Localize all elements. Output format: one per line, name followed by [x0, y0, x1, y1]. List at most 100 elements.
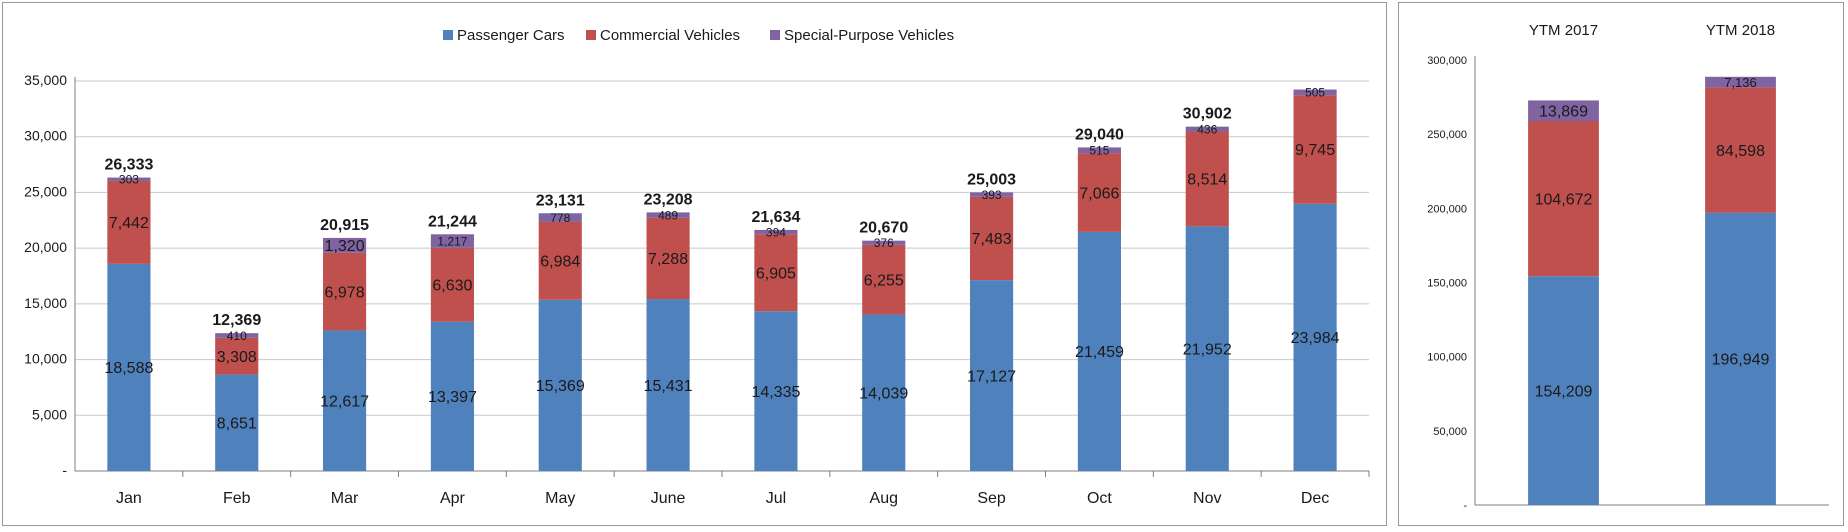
- bar-segment: [754, 311, 798, 471]
- x-category-label: YTM 2018: [1706, 22, 1775, 39]
- legend-passenger-cars-label: Passenger Cars: [457, 27, 565, 44]
- x-category-label: Dec: [1301, 490, 1329, 507]
- monthly-sales-chart-panel: - 5,000 10,000 15,000 20,000 25,000 30,000 35,0…: [2, 2, 1387, 526]
- bar-total-label: 29,040: [1075, 126, 1124, 143]
- bar-value-label: 6,905: [756, 266, 796, 283]
- bar-value-label: 394: [766, 225, 786, 239]
- x-category-label: YTM 2017: [1529, 22, 1598, 39]
- bar-value-label: 7,483: [972, 231, 1012, 248]
- y-tick-label: 300,000: [1427, 55, 1467, 67]
- bar-value-label: 15,369: [536, 378, 585, 395]
- bar-value-label: 8,514: [1187, 172, 1227, 189]
- bar-value-label: 15,431: [644, 378, 693, 395]
- bar-segment: [107, 180, 151, 264]
- x-category-label: Aug: [870, 490, 898, 507]
- bar-value-label: 3,308: [217, 349, 257, 366]
- bar-segment: [538, 299, 582, 471]
- legend-commercial-vehicles-label: Commercial Vehicles: [600, 27, 740, 44]
- bar-segment: [107, 263, 151, 471]
- bar-segment: [862, 314, 906, 471]
- bar-value-label: 18,588: [104, 360, 153, 377]
- bar-segment: [862, 244, 906, 315]
- bar-value-label: 23,984: [1291, 330, 1340, 347]
- bar-value-label: 515: [1089, 144, 1109, 158]
- bar-segment: [754, 234, 798, 312]
- ytm-stacked-bar-chart: - 50,000 100,000 150,000 200,000 250,000 300,0…: [1427, 22, 1829, 512]
- legend-special-purpose-vehicles-label: Special-Purpose Vehicles: [784, 27, 954, 44]
- bar-segment: [430, 234, 474, 248]
- bar-value-label: 410: [227, 329, 247, 343]
- bar-value-label: 376: [874, 236, 894, 250]
- bar-segment: [323, 237, 367, 253]
- bar-value-label: 13,869: [1539, 103, 1588, 120]
- bar-value-label: 7,442: [109, 215, 149, 232]
- bar-segment: [970, 280, 1014, 471]
- bar-value-label: 436: [1197, 122, 1217, 136]
- y-tick-label: 50,000: [1433, 426, 1467, 438]
- bar-segment: [646, 212, 690, 218]
- bar-segment: [1077, 231, 1121, 471]
- bar-segment: [862, 240, 906, 245]
- y-tick-label: 100,000: [1427, 352, 1467, 364]
- x-category-label: Mar: [331, 490, 359, 507]
- bar-value-label: 1,320: [325, 238, 365, 255]
- y-tick-label: 20,000: [24, 239, 67, 255]
- bar-total-label: 23,131: [536, 192, 585, 209]
- y-tick-label: 5,000: [32, 406, 67, 422]
- bar-value-label: 14,039: [859, 386, 908, 403]
- bar-total-label: 25,003: [967, 171, 1016, 188]
- bar-segment: [323, 330, 367, 471]
- bar-total-label: 26,333: [104, 157, 153, 174]
- y-tick-label: 150,000: [1427, 278, 1467, 290]
- bar-segment: [215, 333, 259, 338]
- y-tick-label: 35,000: [24, 72, 67, 88]
- bar-segment: [1705, 87, 1776, 213]
- bar-value-label: 21,459: [1075, 344, 1124, 361]
- legend-passenger-cars-swatch: [443, 30, 453, 40]
- bar-total-label: 30,902: [1183, 106, 1232, 123]
- y-tick-label: 15,000: [24, 295, 67, 311]
- x-category-label: Jul: [766, 490, 786, 507]
- bar-value-label: 8,651: [217, 416, 257, 433]
- bar-value-label: 1,217: [437, 234, 467, 248]
- bar-value-label: 104,672: [1535, 191, 1593, 208]
- bar-value-label: 7,136: [1724, 75, 1757, 90]
- bar-value-label: 6,984: [540, 254, 580, 271]
- bar-segment: [970, 192, 1014, 197]
- y-tick-label: 10,000: [24, 351, 67, 367]
- bar-segment: [1077, 153, 1121, 232]
- bar-segment: [646, 217, 690, 300]
- bar-total-label: 23,208: [644, 191, 693, 208]
- bar-segment: [1293, 89, 1337, 96]
- bar-segment: [1293, 203, 1337, 472]
- bar-value-label: 6,255: [864, 272, 904, 289]
- bar-segment: [323, 252, 367, 331]
- bar-value-label: 196,949: [1712, 352, 1770, 369]
- bar-value-label: 14,335: [751, 384, 800, 401]
- bar-segment: [970, 196, 1014, 281]
- x-category-label: Apr: [440, 490, 466, 507]
- bar-segment: [1528, 120, 1599, 277]
- bar-value-label: 12,617: [320, 393, 369, 410]
- bar-value-label: 7,066: [1079, 185, 1119, 202]
- bar-segment: [1185, 226, 1229, 471]
- bar-total-label: 12,369: [212, 312, 261, 329]
- bar-segment: [754, 229, 798, 235]
- bar-segment: [1528, 276, 1599, 505]
- legend-special-purpose-vehicles-swatch: [770, 30, 780, 40]
- x-category-label: May: [545, 490, 575, 507]
- y-tick-label: 30,000: [24, 128, 67, 144]
- bar-segment: [1185, 126, 1229, 132]
- bar-segment: [215, 337, 259, 375]
- bar-total-label: 20,915: [320, 217, 369, 234]
- bar-value-label: 393: [982, 188, 1002, 202]
- ytm-sales-chart-panel: - 50,000 100,000 150,000 200,000 250,000 300,0…: [1398, 2, 1844, 526]
- bar-value-label: 489: [658, 208, 678, 222]
- bar-value-label: 6,630: [432, 278, 472, 295]
- bar-value-label: 84,598: [1716, 143, 1765, 160]
- bar-value-label: 9,745: [1295, 142, 1335, 159]
- x-category-label: Sep: [977, 490, 1006, 507]
- bar-segment: [215, 374, 259, 471]
- bar-total-label: 21,634: [751, 209, 800, 226]
- bar-value-label: 21,952: [1183, 341, 1232, 358]
